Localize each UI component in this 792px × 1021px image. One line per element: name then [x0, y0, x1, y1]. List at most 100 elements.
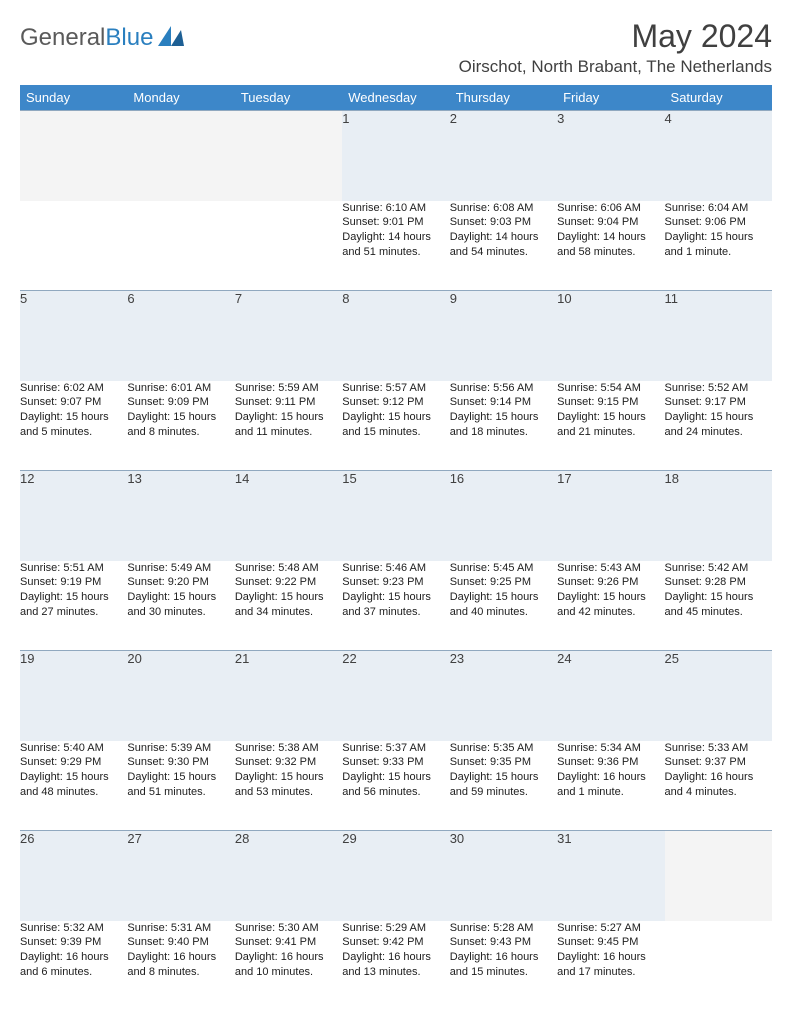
daylight-line: Daylight: 16 hours and 13 minutes.	[342, 950, 449, 980]
sunset-line: Sunset: 9:01 PM	[342, 215, 449, 230]
daylight-line: Daylight: 15 hours and 21 minutes.	[557, 410, 664, 440]
day-content-cell	[665, 921, 772, 1011]
daylight-line: Daylight: 16 hours and 17 minutes.	[557, 950, 664, 980]
day-content-cell: Sunrise: 5:48 AMSunset: 9:22 PMDaylight:…	[235, 561, 342, 651]
day-content-cell: Sunrise: 5:35 AMSunset: 9:35 PMDaylight:…	[450, 741, 557, 831]
sunset-line: Sunset: 9:12 PM	[342, 395, 449, 410]
sunset-line: Sunset: 9:23 PM	[342, 575, 449, 590]
daylight-line: Daylight: 16 hours and 10 minutes.	[235, 950, 342, 980]
day-number-cell: 15	[342, 471, 449, 561]
brand-part2: Blue	[105, 24, 153, 51]
day-content-cell: Sunrise: 6:06 AMSunset: 9:04 PMDaylight:…	[557, 201, 664, 291]
sunrise-line: Sunrise: 5:43 AM	[557, 561, 664, 576]
sunset-line: Sunset: 9:32 PM	[235, 755, 342, 770]
day-header-row: Sunday Monday Tuesday Wednesday Thursday…	[20, 85, 772, 111]
day-number-cell: 18	[665, 471, 772, 561]
day-number-row: 262728293031	[20, 831, 772, 921]
day-number-cell: 29	[342, 831, 449, 921]
day-content-cell: Sunrise: 5:31 AMSunset: 9:40 PMDaylight:…	[127, 921, 234, 1011]
daylight-line: Daylight: 15 hours and 59 minutes.	[450, 770, 557, 800]
sunset-line: Sunset: 9:17 PM	[665, 395, 772, 410]
day-content-cell: Sunrise: 5:52 AMSunset: 9:17 PMDaylight:…	[665, 381, 772, 471]
day-content-cell: Sunrise: 5:30 AMSunset: 9:41 PMDaylight:…	[235, 921, 342, 1011]
day-number-cell: 26	[20, 831, 127, 921]
day-content-cell	[235, 201, 342, 291]
day-content-cell: Sunrise: 5:43 AMSunset: 9:26 PMDaylight:…	[557, 561, 664, 651]
day-number-cell: 2	[450, 111, 557, 201]
day-content-cell: Sunrise: 5:45 AMSunset: 9:25 PMDaylight:…	[450, 561, 557, 651]
sunrise-line: Sunrise: 6:06 AM	[557, 201, 664, 216]
brand-text: GeneralBlue	[20, 24, 153, 52]
sunrise-line: Sunrise: 6:02 AM	[20, 381, 127, 396]
sunrise-line: Sunrise: 5:38 AM	[235, 741, 342, 756]
sunset-line: Sunset: 9:45 PM	[557, 935, 664, 950]
sunrise-line: Sunrise: 5:40 AM	[20, 741, 127, 756]
calendar-table: Sunday Monday Tuesday Wednesday Thursday…	[20, 85, 772, 1011]
daylight-line: Daylight: 15 hours and 5 minutes.	[20, 410, 127, 440]
day-number-cell: 16	[450, 471, 557, 561]
sunset-line: Sunset: 9:19 PM	[20, 575, 127, 590]
day-number-row: 12131415161718	[20, 471, 772, 561]
sunrise-line: Sunrise: 5:52 AM	[665, 381, 772, 396]
daylight-line: Daylight: 15 hours and 48 minutes.	[20, 770, 127, 800]
day-number-cell: 10	[557, 291, 664, 381]
day-number-cell: 8	[342, 291, 449, 381]
day-content-cell: Sunrise: 5:56 AMSunset: 9:14 PMDaylight:…	[450, 381, 557, 471]
daylight-line: Daylight: 15 hours and 11 minutes.	[235, 410, 342, 440]
day-content-cell: Sunrise: 5:32 AMSunset: 9:39 PMDaylight:…	[20, 921, 127, 1011]
sunset-line: Sunset: 9:04 PM	[557, 215, 664, 230]
day-content-cell: Sunrise: 6:01 AMSunset: 9:09 PMDaylight:…	[127, 381, 234, 471]
day-content-cell: Sunrise: 6:08 AMSunset: 9:03 PMDaylight:…	[450, 201, 557, 291]
day-content-cell: Sunrise: 5:51 AMSunset: 9:19 PMDaylight:…	[20, 561, 127, 651]
sunset-line: Sunset: 9:29 PM	[20, 755, 127, 770]
day-content-cell: Sunrise: 6:10 AMSunset: 9:01 PMDaylight:…	[342, 201, 449, 291]
daylight-line: Daylight: 14 hours and 54 minutes.	[450, 230, 557, 260]
day-content-cell: Sunrise: 5:38 AMSunset: 9:32 PMDaylight:…	[235, 741, 342, 831]
sunrise-line: Sunrise: 6:01 AM	[127, 381, 234, 396]
day-content-cell: Sunrise: 5:27 AMSunset: 9:45 PMDaylight:…	[557, 921, 664, 1011]
sunset-line: Sunset: 9:26 PM	[557, 575, 664, 590]
day-content-row: Sunrise: 5:51 AMSunset: 9:19 PMDaylight:…	[20, 561, 772, 651]
sunset-line: Sunset: 9:25 PM	[450, 575, 557, 590]
sunrise-line: Sunrise: 5:42 AM	[665, 561, 772, 576]
day-content-cell: Sunrise: 5:42 AMSunset: 9:28 PMDaylight:…	[665, 561, 772, 651]
daylight-line: Daylight: 16 hours and 1 minute.	[557, 770, 664, 800]
sunset-line: Sunset: 9:33 PM	[342, 755, 449, 770]
daylight-line: Daylight: 15 hours and 1 minute.	[665, 230, 772, 260]
sunrise-line: Sunrise: 5:49 AM	[127, 561, 234, 576]
daylight-line: Daylight: 15 hours and 24 minutes.	[665, 410, 772, 440]
day-number-cell: 4	[665, 111, 772, 201]
day-header: Wednesday	[342, 85, 449, 111]
day-number-cell: 19	[20, 651, 127, 741]
sunset-line: Sunset: 9:36 PM	[557, 755, 664, 770]
daylight-line: Daylight: 15 hours and 15 minutes.	[342, 410, 449, 440]
day-content-cell: Sunrise: 5:28 AMSunset: 9:43 PMDaylight:…	[450, 921, 557, 1011]
day-header: Tuesday	[235, 85, 342, 111]
day-number-cell: 7	[235, 291, 342, 381]
sunrise-line: Sunrise: 5:57 AM	[342, 381, 449, 396]
day-number-cell: 12	[20, 471, 127, 561]
sunrise-line: Sunrise: 5:51 AM	[20, 561, 127, 576]
sunset-line: Sunset: 9:22 PM	[235, 575, 342, 590]
sunset-line: Sunset: 9:43 PM	[450, 935, 557, 950]
sunset-line: Sunset: 9:28 PM	[665, 575, 772, 590]
day-number-cell: 25	[665, 651, 772, 741]
sunrise-line: Sunrise: 5:46 AM	[342, 561, 449, 576]
sunset-line: Sunset: 9:39 PM	[20, 935, 127, 950]
daylight-line: Daylight: 15 hours and 8 minutes.	[127, 410, 234, 440]
sunset-line: Sunset: 9:37 PM	[665, 755, 772, 770]
day-content-cell: Sunrise: 5:39 AMSunset: 9:30 PMDaylight:…	[127, 741, 234, 831]
sunset-line: Sunset: 9:15 PM	[557, 395, 664, 410]
day-content-cell: Sunrise: 5:59 AMSunset: 9:11 PMDaylight:…	[235, 381, 342, 471]
day-number-cell: 21	[235, 651, 342, 741]
day-content-row: Sunrise: 5:40 AMSunset: 9:29 PMDaylight:…	[20, 741, 772, 831]
day-number-cell: 24	[557, 651, 664, 741]
day-number-cell: 11	[665, 291, 772, 381]
day-content-cell	[20, 201, 127, 291]
day-content-cell: Sunrise: 5:29 AMSunset: 9:42 PMDaylight:…	[342, 921, 449, 1011]
day-number-cell: 1	[342, 111, 449, 201]
sunrise-line: Sunrise: 6:08 AM	[450, 201, 557, 216]
sunrise-line: Sunrise: 5:31 AM	[127, 921, 234, 936]
day-content-cell: Sunrise: 6:04 AMSunset: 9:06 PMDaylight:…	[665, 201, 772, 291]
sunset-line: Sunset: 9:30 PM	[127, 755, 234, 770]
